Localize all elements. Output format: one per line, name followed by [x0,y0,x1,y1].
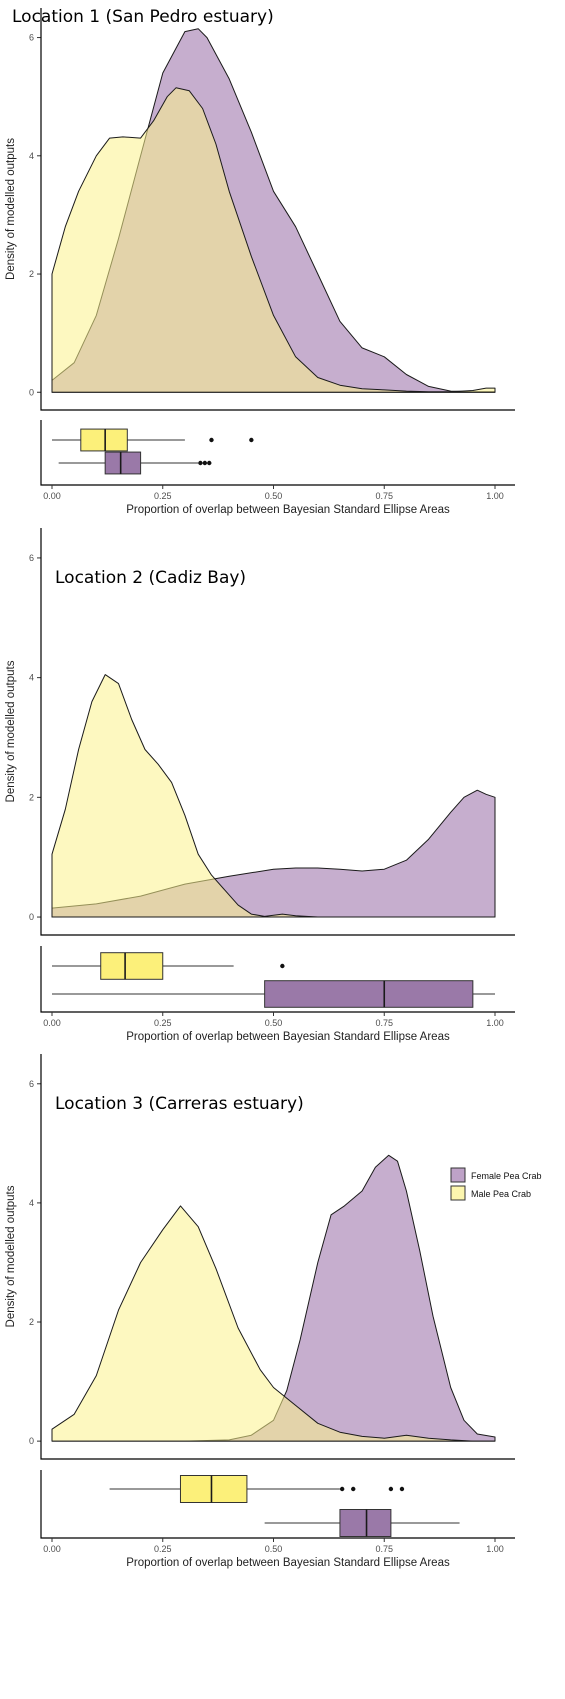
boxplot-outlier-male [351,1486,356,1492]
x-tick-label: 0.00 [43,1544,61,1554]
y-tick-label: 6 [29,1079,34,1089]
boxplot-outlier-male [209,437,214,443]
boxplot-outlier-male [399,1486,405,1492]
boxplot-axes-1 [40,420,515,486]
boxplot-outlier-female [202,460,208,466]
y-axis-title-1: Density of modelled outputs [5,138,17,280]
legend: Female Pea Crab Male Pea Crab [450,1167,542,1201]
boxplot-outlier-male [280,963,285,969]
boxplot-box-male [80,428,128,452]
legend-swatch-male [450,1185,466,1201]
y-tick-label: 6 [29,553,34,563]
x-tick-label: 0.50 [265,1018,283,1028]
y-ticks-2: 0 2 4 6 [29,553,41,922]
boxplot-strip-3: 0.00 0.25 0.50 0.75 1.00 Proportion of overl… [40,1470,515,1569]
x-ticks-3: 0.00 0.25 0.50 0.75 1.00 [43,1538,504,1554]
density-axes-1 [40,8,515,411]
y-ticks-1: 0 2 4 6 [29,33,41,397]
boxplot-outlier-male [339,1486,345,1492]
x-tick-label: 0.75 [375,1544,393,1554]
density-plot-2: 0 2 4 6 Density of modelled outputs Locatio… [5,528,515,936]
x-axis-title-1: Proportion of overlap between Bayesian S… [126,504,450,516]
x-ticks-2: 0.00 0.25 0.50 0.75 1.00 [43,1012,504,1028]
density-axes-3 [40,1054,515,1460]
y-tick-label: 2 [29,1317,34,1327]
boxplot-box-female [339,1509,392,1537]
boxplots-1 [52,428,254,475]
boxplot-box-female [264,980,474,1008]
boxplot-box-male [100,952,164,980]
x-tick-label: 0.00 [43,491,61,501]
y-tick-label: 6 [29,33,34,43]
density-area-male [51,1205,496,1442]
boxplot-outlier-female [207,460,212,466]
x-tick-label: 0.25 [154,1018,172,1028]
legend-label-female: Female Pea Crab [471,1171,542,1181]
legend-swatch-female [450,1167,466,1183]
density-axes-2 [40,528,515,936]
density-areas-3 [51,1154,496,1442]
y-tick-label: 4 [29,151,34,161]
x-tick-label: 0.50 [265,1544,283,1554]
boxplot-outlier-male [249,437,254,443]
panel-title-2: Location 2 (Cadiz Bay) [55,568,246,588]
x-tick-label: 1.00 [486,1544,504,1554]
x-tick-label: 0.50 [265,491,283,501]
y-tick-label: 2 [29,792,34,802]
y-tick-label: 0 [29,1436,34,1446]
boxplot-outlier-male [388,1486,394,1492]
boxplot-outlier-female [198,460,203,466]
y-ticks-3: 0 2 4 6 [29,1079,41,1446]
panel-title-3: Location 3 (Carreras estuary) [55,1094,304,1114]
x-tick-label: 0.75 [375,1018,393,1028]
y-axis-title-3: Density of modelled outputs [5,1185,17,1327]
density-plot-1: 0 2 4 6 Density of modelled outputs Locatio… [5,7,515,411]
x-tick-label: 1.00 [486,491,504,501]
y-tick-label: 2 [29,269,34,279]
y-tick-label: 4 [29,673,34,683]
x-ticks-1: 0.00 0.25 0.50 0.75 1.00 [43,485,504,501]
x-axis-title-2: Proportion of overlap between Bayesian S… [126,1031,450,1043]
y-tick-label: 0 [29,387,34,397]
boxplot-strip-2: 0.00 0.25 0.50 0.75 1.00 Proportion of overl… [40,946,515,1043]
x-tick-label: 0.75 [375,491,393,501]
boxplot-axes-3 [40,1470,515,1539]
x-tick-label: 0.25 [154,491,172,501]
panel-title-1: Location 1 (San Pedro estuary) [12,7,274,27]
boxplot-strip-1: 0.00 0.25 0.50 0.75 1.00 Proportion of overl… [40,420,515,516]
boxplots-3 [109,1475,460,1537]
x-axis-title-3: Proportion of overlap between Bayesian S… [126,1557,450,1569]
x-tick-label: 0.00 [43,1018,61,1028]
density-plot-3: 0 2 4 6 Density of modelled outputs Locatio… [5,1054,542,1460]
y-axis-title-2: Density of modelled outputs [5,660,17,802]
boxplot-axes-2 [40,946,515,1013]
density-area-male [51,87,496,393]
panel-location-1: 0 2 4 6 Density of modelled outputs Locatio… [5,7,515,516]
panel-location-3: 0 2 4 6 Density of modelled outputs Locatio… [5,1054,542,1569]
y-tick-label: 0 [29,912,34,922]
y-tick-label: 4 [29,1198,34,1208]
x-tick-label: 1.00 [486,1018,504,1028]
boxplot-box-female [104,451,142,475]
boxplot-box-male [179,1475,248,1503]
boxplots-2 [52,952,495,1008]
x-tick-label: 0.25 [154,1544,172,1554]
panel-location-2: 0 2 4 6 Density of modelled outputs Locatio… [5,528,515,1043]
legend-label-male: Male Pea Crab [471,1189,531,1199]
density-areas-2 [51,674,496,918]
density-area-male [51,674,496,918]
density-areas-1 [51,28,496,393]
